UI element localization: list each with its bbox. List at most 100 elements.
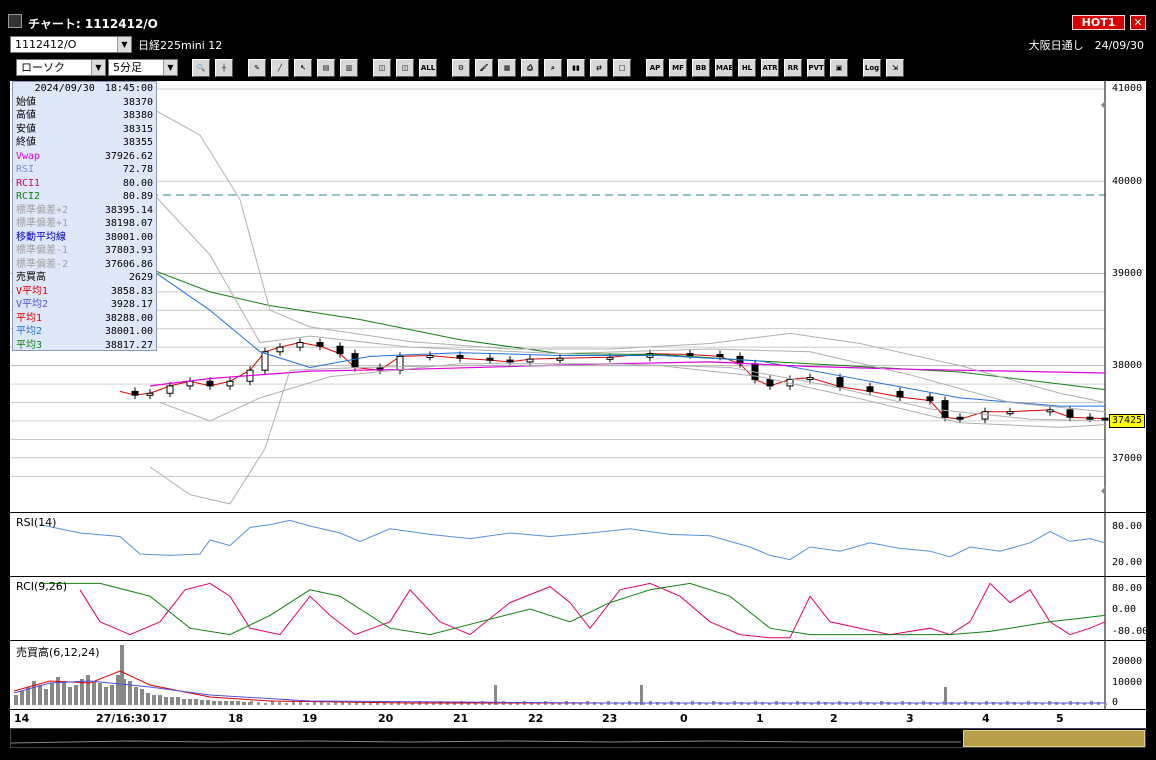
- chart-type-select[interactable]: ローソク ▼: [16, 59, 106, 76]
- search-tool-icon[interactable]: ⌕: [544, 59, 562, 77]
- volume-bar: [1062, 703, 1065, 705]
- info-row-value: 38288.00: [104, 312, 153, 324]
- volume-bar: [831, 703, 834, 705]
- volume-bar: [158, 695, 162, 705]
- last-price-tag: 37425: [1109, 414, 1145, 428]
- volume-bar: [327, 703, 330, 705]
- chart-area[interactable]: 41000 40000 39000 38000 37000 37425 2024…: [10, 81, 1148, 709]
- scroll-marker-icon: [1101, 487, 1105, 495]
- bars-tool-icon[interactable]: ▮▮: [567, 59, 585, 77]
- volume-axis-label: 10000: [1112, 677, 1143, 688]
- candle-body: [956, 416, 964, 420]
- candle2-tool-icon[interactable]: ◫: [396, 59, 414, 77]
- candle-tool-icon[interactable]: ◫: [373, 59, 391, 77]
- volume-bar: [467, 702, 470, 705]
- volume-bar: [86, 675, 90, 705]
- window-title: チャート: 1112412/O: [28, 17, 158, 31]
- hot-button[interactable]: HOT1: [1072, 15, 1125, 30]
- chevron-down-icon[interactable]: ▼: [163, 60, 177, 75]
- info-row-label: RCI2: [16, 191, 41, 202]
- volume-bar: [230, 701, 234, 705]
- volume-bar: [411, 703, 414, 705]
- info-row-value: 38198.07: [104, 218, 153, 229]
- volume-bar: [236, 701, 240, 705]
- print-tool-icon[interactable]: ⎙: [521, 59, 539, 77]
- volume-bar: [278, 702, 281, 705]
- all-tool-icon[interactable]: ALL: [419, 59, 437, 77]
- pvt-tool-icon[interactable]: PVT: [807, 59, 825, 77]
- rr-tool-icon[interactable]: RR: [784, 59, 802, 77]
- info-row-label: RCI1: [16, 177, 41, 189]
- volume-bar: [120, 645, 124, 705]
- interval-select[interactable]: 5分足 ▼: [108, 59, 178, 76]
- volume-bar: [299, 702, 302, 705]
- palette-tool-icon[interactable]: ▦: [498, 59, 516, 77]
- volume-bar: [285, 703, 288, 705]
- rci-pane[interactable]: RCI(9,26) 80.00 0.00 -80.00: [10, 577, 1148, 641]
- volume-bar: [206, 700, 210, 705]
- volume-bar: [978, 703, 981, 705]
- crosshair-tool-icon[interactable]: ┼: [215, 59, 233, 77]
- price-pane[interactable]: 41000 40000 39000 38000 37000 37425 2024…: [10, 81, 1146, 513]
- volume-bar: [56, 677, 60, 705]
- disabled-tool-icon[interactable]: □: [613, 59, 631, 77]
- candle-body: [1066, 409, 1074, 418]
- scroll-thumb[interactable]: [963, 730, 1145, 747]
- price-axis-label: 38000: [1112, 360, 1143, 371]
- ap-tool-icon[interactable]: AP: [646, 59, 664, 77]
- chevron-down-icon[interactable]: ▼: [117, 37, 131, 52]
- symbol-select[interactable]: 1112412/O ▼: [10, 36, 132, 53]
- close-button[interactable]: ✕: [1130, 15, 1146, 30]
- chevron-down-icon[interactable]: ▼: [91, 60, 105, 75]
- time-axis-label: 5: [1056, 712, 1064, 725]
- settings-tool-icon[interactable]: ⚙: [452, 59, 470, 77]
- atr-tool-icon[interactable]: ATR: [761, 59, 779, 77]
- volume-bar: [218, 701, 222, 705]
- note-tool-icon[interactable]: ▤: [317, 59, 335, 77]
- swap-tool-icon[interactable]: ⇄: [590, 59, 608, 77]
- volume-bar: [128, 681, 132, 705]
- candle-body: [186, 380, 194, 387]
- time-axis-label: 27/16:30: [96, 712, 151, 725]
- trash-tool-icon[interactable]: ▥: [340, 59, 358, 77]
- volume-bar: [640, 685, 643, 705]
- info-row-value: 80.89: [122, 191, 153, 202]
- volume-bar: [341, 702, 344, 705]
- mae-tool-icon[interactable]: MAE: [715, 59, 733, 77]
- brush-tool-icon[interactable]: 🖌: [475, 59, 493, 77]
- hl-tool-icon[interactable]: HL: [738, 59, 756, 77]
- rci-axis-label: 0.00: [1112, 604, 1137, 615]
- rsi-axis-label: 80.00: [1112, 521, 1143, 532]
- volume-bar: [446, 702, 449, 705]
- pen-tool-icon[interactable]: ✎: [248, 59, 266, 77]
- volume-bar: [383, 702, 386, 705]
- volume-bar: [404, 702, 407, 705]
- arrow-tool-icon[interactable]: ↖: [294, 59, 312, 77]
- log-tool-icon[interactable]: Log: [863, 59, 881, 77]
- price-axis-label: 40000: [1112, 176, 1143, 187]
- rsi-pane[interactable]: RSI(14) 80.00 20.00: [10, 513, 1146, 577]
- info-row-value: 3858.83: [110, 285, 153, 297]
- chart-scrollbar[interactable]: [10, 728, 1146, 748]
- volume-bar: [1020, 703, 1023, 705]
- candle-body: [526, 358, 534, 363]
- line-tool-icon[interactable]: ╱: [271, 59, 289, 77]
- volume-bar: [348, 703, 351, 705]
- status-strip: [0, 748, 1156, 760]
- volume-pane[interactable]: 売買高(6,12,24) 20000 10000 0: [10, 641, 1146, 709]
- candle-body: [1046, 409, 1054, 413]
- export-tool-icon[interactable]: ⇲: [886, 59, 904, 77]
- zoom-tool-icon[interactable]: 🔍: [192, 59, 210, 77]
- box-tool-icon[interactable]: ▣: [830, 59, 848, 77]
- bb-tool-icon[interactable]: BB: [692, 59, 710, 77]
- info-row-label: 高値: [16, 110, 36, 121]
- rci-label: RCI(9,26): [16, 580, 68, 593]
- volume-bar: [726, 703, 729, 705]
- mf-tool-icon[interactable]: MF: [669, 59, 687, 77]
- candle-body: [1006, 411, 1014, 415]
- info-row-label: 売買高: [16, 272, 46, 283]
- volume-axis-label: 20000: [1112, 656, 1143, 667]
- volume-bar: [257, 702, 260, 705]
- time-axis-label: 18: [228, 712, 244, 725]
- volume-bar: [747, 703, 750, 705]
